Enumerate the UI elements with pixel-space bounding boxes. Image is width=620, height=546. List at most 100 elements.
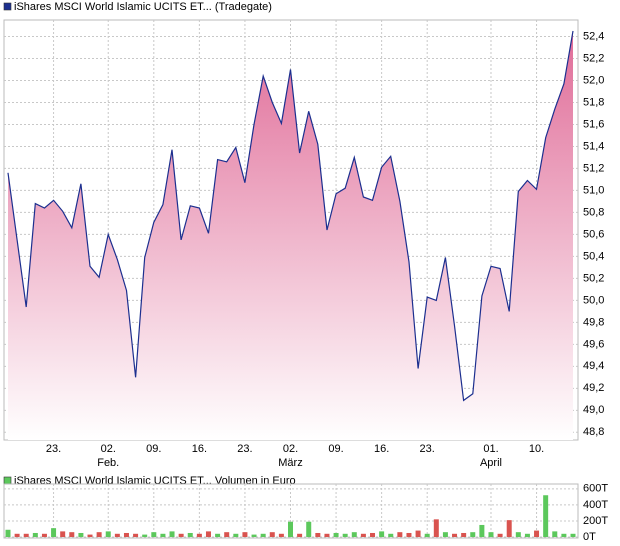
area (8, 31, 573, 440)
volume-bar (479, 524, 485, 537)
volume-bar (51, 528, 57, 537)
volume-bar (269, 532, 275, 537)
volume-bar (351, 532, 357, 537)
y-tick-label: 49,2 (583, 382, 604, 394)
y-tick-label: 49,8 (583, 316, 604, 328)
volume-bar (306, 521, 312, 537)
volume-bar (506, 520, 512, 537)
x-tick-label: 02. (101, 443, 116, 455)
volume-bar (278, 533, 284, 537)
volume-bar (397, 532, 403, 537)
x-tick-label: 10. (529, 443, 544, 455)
volume-bar (461, 532, 467, 537)
volume-bar (333, 532, 339, 537)
x-tick-label: 23. (46, 443, 61, 455)
x-tick-label: 02. (283, 443, 298, 455)
volume-bar (96, 532, 102, 537)
x-month-label: Feb. (97, 457, 119, 469)
y-tick-label: 52,4 (583, 30, 604, 42)
volume-bar (433, 519, 439, 537)
y-tick-label: 51,4 (583, 140, 604, 152)
volume-bar (388, 533, 394, 537)
legend-swatch (3, 476, 12, 485)
legend-label: iShares MSCI World Islamic UCITS ET... (… (14, 1, 272, 13)
volume-bar (242, 532, 248, 537)
volume-bar (87, 534, 93, 537)
volume-bar (133, 533, 139, 537)
volume-bar (324, 533, 330, 537)
volume-bar (470, 532, 476, 537)
y-tick-label: 51,8 (583, 96, 604, 108)
volume-bar (406, 532, 412, 537)
volume-bar (342, 533, 348, 537)
volume-bar (32, 532, 38, 537)
x-tick-label: 09. (146, 443, 161, 455)
volume-bar (196, 533, 202, 537)
y-tick-label: 50,0 (583, 294, 604, 306)
y-tick-label: 49,4 (583, 360, 604, 372)
x-tick-label: 16. (374, 443, 389, 455)
volume-bar (160, 533, 166, 537)
y-tick-label: 49,6 (583, 338, 604, 350)
y-tick-label: 50,6 (583, 228, 604, 240)
y-tick-label: 51,6 (583, 118, 604, 130)
x-tick-label: 01. (483, 443, 498, 455)
y-tick-label: 200T (583, 515, 608, 527)
y-tick-label: 600T (583, 483, 608, 495)
volume-bar (524, 533, 530, 537)
volume-bar (379, 531, 385, 537)
volume-bar (233, 533, 239, 537)
volume-bar (570, 533, 576, 537)
x-month-label: März (278, 457, 302, 469)
volume-bar (415, 530, 421, 537)
x-tick-label: 16. (192, 443, 207, 455)
x-tick-label: 09. (328, 443, 343, 455)
y-tick-label: 400T (583, 499, 608, 511)
volume-bar (424, 533, 430, 537)
volume-bar (452, 533, 458, 537)
volume-bar (534, 530, 540, 537)
y-tick-label: 50,2 (583, 272, 604, 284)
volume-bar (78, 532, 84, 537)
y-tick-label: 51,2 (583, 162, 604, 174)
volume-bar (169, 531, 175, 537)
y-tick-label: 52,2 (583, 52, 604, 64)
y-tick-label: 50,8 (583, 206, 604, 218)
legend-swatch (3, 2, 12, 11)
y-tick-label: 50,4 (583, 250, 604, 262)
volume-bar (297, 533, 303, 537)
volume-bar (224, 532, 230, 537)
volume-bar (114, 533, 120, 537)
volume-bar (315, 532, 321, 537)
volume-bar (442, 532, 448, 537)
y-tick-label: 48,8 (583, 426, 604, 438)
volume-bar (497, 533, 503, 537)
y-tick-label: 0T (583, 531, 596, 543)
volume-bar (5, 529, 11, 537)
volume-bar (23, 533, 29, 537)
y-tick-label: 49,0 (583, 404, 604, 416)
volume-bar (151, 532, 157, 537)
x-tick-label: 23. (237, 443, 252, 455)
volume-bar (288, 521, 293, 537)
volume-bar (123, 532, 129, 537)
volume-bar (105, 531, 111, 537)
volume-bar (543, 495, 549, 537)
volume-bar (552, 531, 558, 537)
x-tick-label: 23. (420, 443, 435, 455)
volume-bar (488, 532, 494, 537)
y-tick-label: 52,0 (583, 74, 604, 86)
volume-bar (60, 531, 66, 537)
volume-bar (515, 532, 521, 537)
volume-bar (41, 533, 47, 537)
volume-bar (142, 534, 148, 537)
volume-bar (260, 533, 266, 537)
volume-bar (69, 532, 75, 537)
volume-bar (251, 534, 257, 537)
volume-bar (561, 533, 567, 537)
volume-bar (205, 531, 211, 537)
price-line (7, 30, 574, 402)
volume-bar (14, 533, 20, 537)
